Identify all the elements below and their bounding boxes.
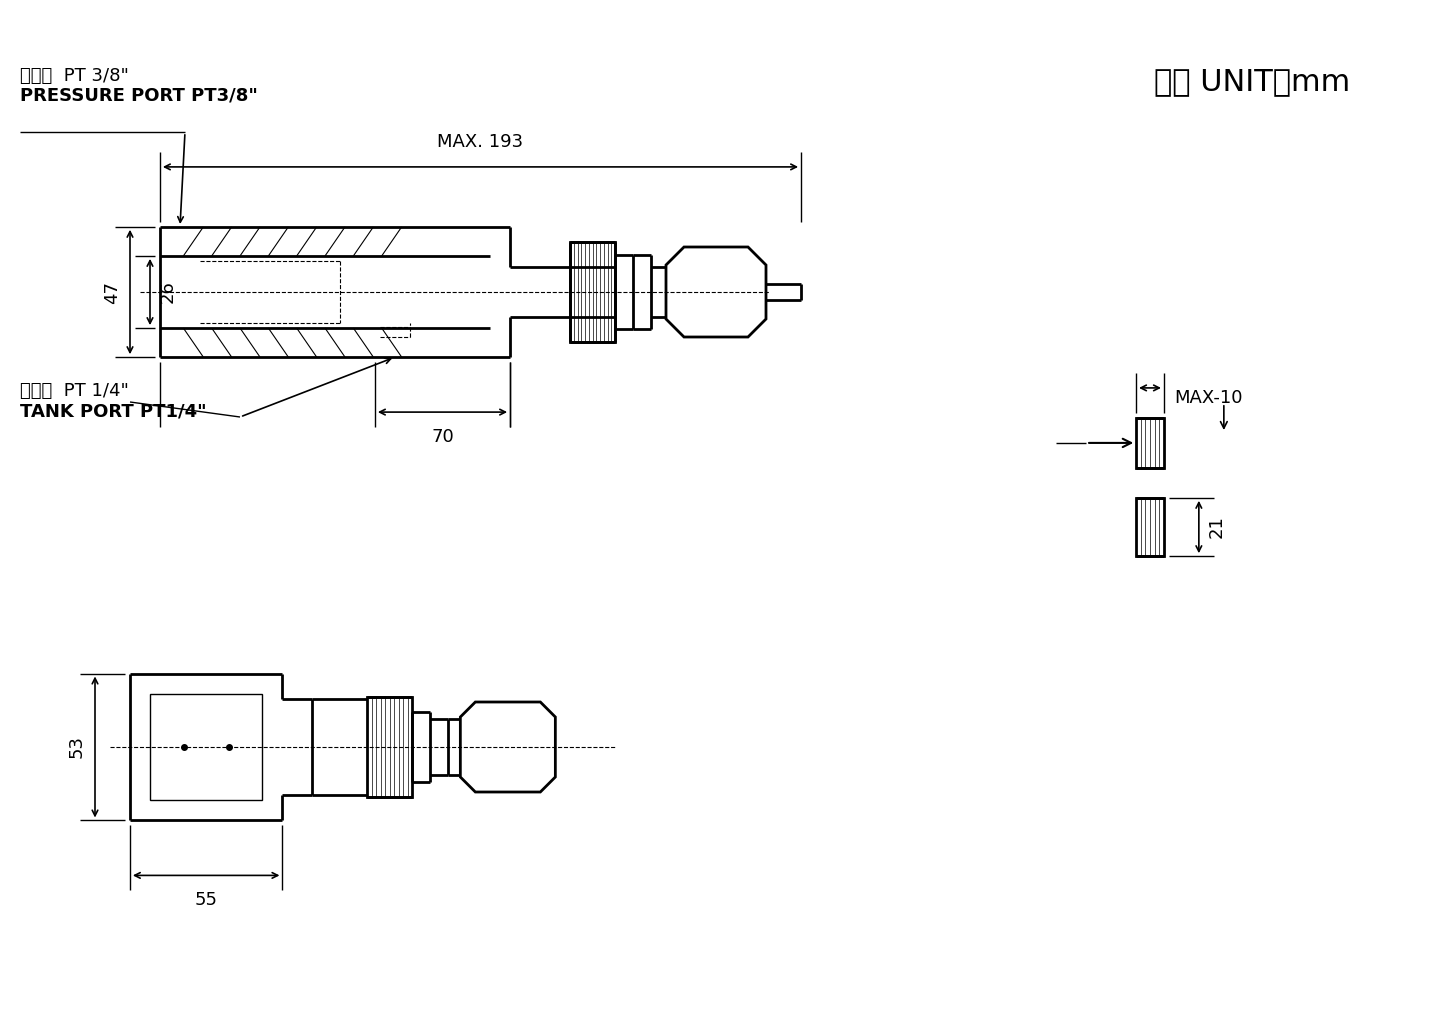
Polygon shape: [367, 697, 412, 797]
Text: 47: 47: [102, 280, 121, 304]
Text: 26: 26: [159, 280, 177, 303]
Polygon shape: [571, 242, 615, 342]
Text: 21: 21: [1208, 516, 1226, 538]
Polygon shape: [666, 248, 767, 337]
Polygon shape: [460, 702, 555, 792]
Polygon shape: [1136, 498, 1164, 556]
Text: 53: 53: [68, 735, 86, 759]
Text: TANK PORT PT1/4": TANK PORT PT1/4": [20, 402, 206, 420]
Text: MAX-10: MAX-10: [1174, 389, 1242, 407]
Bar: [150, 693, 262, 800]
Text: MAX. 193: MAX. 193: [438, 132, 523, 151]
Text: 回油孔  PT 1/4": 回油孔 PT 1/4": [20, 382, 128, 400]
Text: 70: 70: [431, 428, 454, 446]
Text: 圧力孔  PT 3/8": 圧力孔 PT 3/8": [20, 67, 128, 85]
Polygon shape: [1136, 418, 1164, 468]
Text: PRESSURE PORT PT3/8": PRESSURE PORT PT3/8": [20, 87, 258, 105]
Text: 単位 UNIT：mm: 単位 UNIT：mm: [1154, 67, 1350, 96]
Text: 55: 55: [195, 891, 218, 909]
